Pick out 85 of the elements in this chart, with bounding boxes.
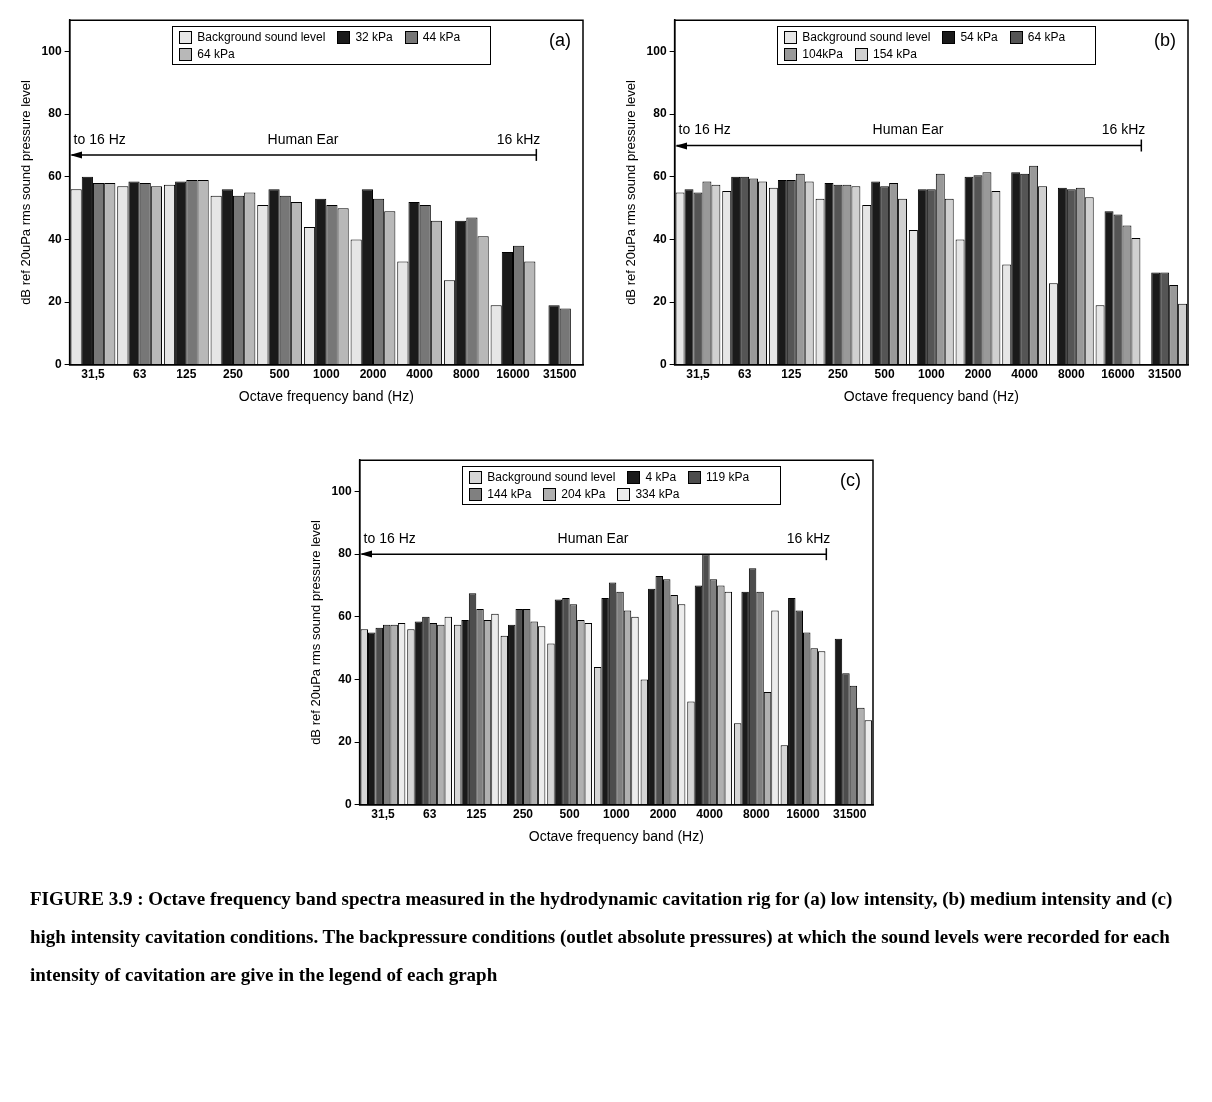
x-tick-label: 500 [874, 367, 895, 382]
annotation: to 16 Hz [73, 130, 126, 147]
y-tick-label: 40 [338, 671, 352, 686]
x-tick-label: 31,5 [81, 367, 105, 382]
annotation: 16 kHz [496, 130, 541, 147]
x-tick-label: 2000 [649, 807, 677, 822]
x-tick-label: 4000 [696, 807, 724, 822]
annotation: to 16 Hz [363, 530, 416, 547]
legend-label: 4 kPa [645, 470, 677, 485]
x-axis-title: Octave frequency band (Hz) [238, 388, 414, 405]
y-tick-label: 0 [54, 357, 62, 372]
x-tick-label: 31500 [542, 367, 577, 382]
y-tick-label: 100 [41, 43, 62, 58]
legend-label: 44 kPa [422, 30, 461, 45]
caption: FIGURE 3.9 : Octave frequency band spectra measured in the hydrodynamic cavitation rig for (a) low intensity, (b) medium intensity and (c) high intensity cavitation conditions. The backpressure conditions (outlet absolute pressures) at which the sound levels were recorded for each intensity of cavitation are give in the legend of each graph [30, 887, 1174, 987]
ref-line-label: Human Ear [872, 121, 944, 138]
x-tick-label: 16000 [786, 807, 820, 822]
x-tick-label: 63 [422, 807, 437, 822]
y-tick-label: 80 [48, 106, 62, 121]
legend-label: Background sound level [802, 30, 931, 45]
legend-label: 144 kPa [487, 487, 532, 502]
x-tick-label: 16000 [1101, 367, 1135, 382]
x-tick-label: 31,5 [371, 807, 395, 822]
text: (b) [1154, 30, 1176, 51]
x-tick-label: 500 [559, 807, 580, 822]
y-tick-label: 60 [653, 169, 667, 184]
y-tick-label: 20 [338, 734, 352, 749]
x-tick-label: 1000 [917, 367, 945, 382]
y-tick-label: 40 [48, 231, 62, 246]
legend-label: 64 kPa [197, 47, 235, 62]
x-tick-label: 63 [737, 367, 752, 382]
x-axis-title: Octave frequency band (Hz) [528, 828, 704, 845]
y-tick-label: 20 [653, 294, 667, 309]
x-tick-label: 16000 [496, 367, 530, 382]
legend-label: 119 kPa [706, 470, 750, 485]
legend-label: 64 kPa [1027, 30, 1066, 45]
legend-label: 104kPa [802, 47, 843, 62]
annotation: to 16 Hz [678, 121, 731, 138]
x-tick-label: 2000 [359, 367, 387, 382]
y-axis-title: dB ref 20uPa rms sound pressure level [623, 80, 639, 305]
x-tick-label: 250 [827, 367, 849, 382]
x-tick-label: 31,5 [686, 367, 710, 382]
x-tick-label: 1000 [312, 367, 340, 382]
x-tick-label: 125 [781, 367, 802, 382]
x-tick-label: 250 [512, 807, 534, 822]
ref-line-label: Human Ear [267, 130, 339, 147]
y-tick-label: 80 [338, 546, 352, 561]
y-tick-label: 40 [653, 231, 667, 246]
text: (c) [840, 470, 861, 491]
y-tick-label: 80 [653, 106, 667, 121]
x-tick-label: 31500 [832, 807, 867, 822]
x-tick-label: 63 [132, 367, 147, 382]
x-tick-label: 250 [222, 367, 244, 382]
y-tick-label: 100 [331, 483, 352, 498]
x-tick-label: 500 [269, 367, 290, 382]
y-tick-label: 60 [48, 169, 62, 184]
y-tick-label: 100 [646, 43, 667, 58]
x-tick-label: 1000 [602, 807, 630, 822]
x-tick-label: 4000 [406, 367, 434, 382]
y-axis-title: dB ref 20uPa rms sound pressure level [18, 80, 34, 305]
x-tick-label: 125 [466, 807, 487, 822]
x-tick-label: 8000 [742, 807, 770, 822]
legend-label: 54 kPa [960, 30, 998, 45]
x-tick-label: 4000 [1011, 367, 1039, 382]
y-tick-label: 60 [338, 609, 352, 624]
legend-label: 204 kPa [561, 487, 606, 502]
annotation: 16 kHz [786, 530, 831, 547]
ref-line-label: Human Ear [557, 530, 629, 547]
x-tick-label: 31500 [1147, 367, 1182, 382]
x-tick-label: 2000 [964, 367, 992, 382]
legend-label: Background sound level [487, 470, 616, 485]
legend-label: 154 kPa [873, 47, 918, 62]
y-tick-label: 0 [659, 357, 667, 372]
x-tick-label: 8000 [1057, 367, 1085, 382]
y-axis-title: dB ref 20uPa rms sound pressure level [308, 520, 324, 745]
y-tick-label: 20 [48, 294, 62, 309]
x-tick-label: 125 [176, 367, 197, 382]
x-tick-label: 8000 [452, 367, 480, 382]
legend-label: 334 kPa [635, 487, 680, 502]
annotation: 16 kHz [1101, 121, 1146, 138]
legend-label: 32 kPa [355, 30, 393, 45]
x-axis-title: Octave frequency band (Hz) [843, 388, 1019, 405]
legend-label: Background sound level [197, 30, 326, 45]
y-tick-label: 0 [344, 797, 352, 812]
text: (a) [549, 30, 571, 51]
